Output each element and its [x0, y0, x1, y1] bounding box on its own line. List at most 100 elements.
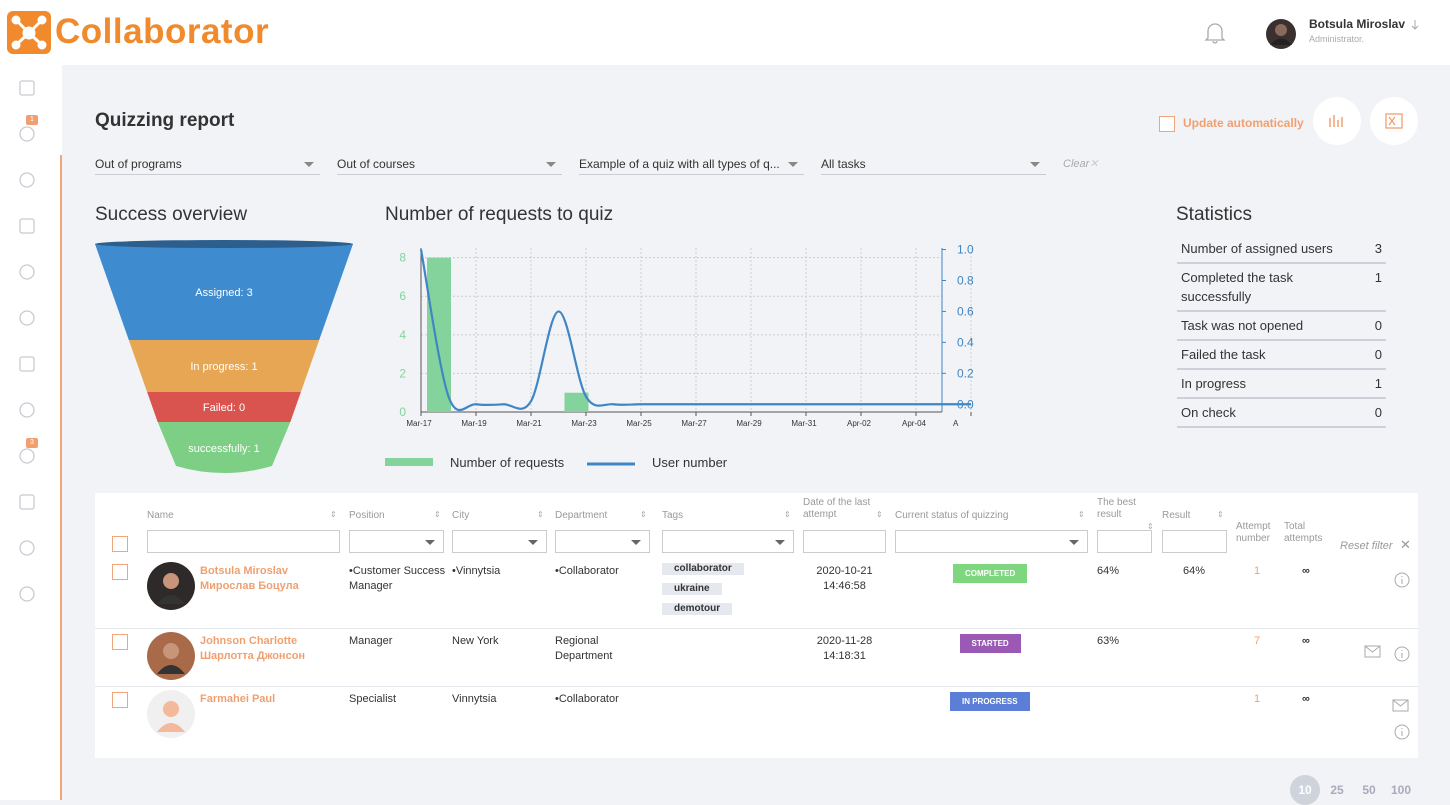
icon-shape	[19, 218, 35, 234]
avatar-body	[157, 665, 185, 674]
y-tick-label: 4	[399, 328, 406, 342]
column-filter[interactable]	[349, 530, 444, 553]
icon-shape	[19, 126, 35, 142]
user-name-ru[interactable]: Мирослав Боцула	[200, 580, 299, 592]
result: 64%	[1183, 565, 1206, 577]
user-name-ru[interactable]: Шарлотта Джонсон	[200, 650, 306, 662]
x-tick-label: Apr-04	[902, 419, 927, 428]
column-header[interactable]: Result	[1162, 510, 1191, 521]
column-header[interactable]: Date of the last attempt	[803, 497, 871, 520]
status-badge: STARTED	[959, 634, 1021, 653]
column-header[interactable]: Total attempts	[1284, 521, 1323, 544]
row-actions	[1394, 572, 1410, 588]
row-checkbox[interactable]	[112, 564, 128, 580]
statistics-value: 3	[1374, 241, 1382, 256]
clear-label[interactable]: Clear	[1063, 158, 1090, 170]
column-filter[interactable]	[1162, 530, 1227, 553]
x-tick-label: Mar-29	[736, 419, 762, 428]
department: •Collaborator	[555, 565, 619, 577]
courses-icon[interactable]	[17, 216, 37, 236]
column-filter[interactable]	[1097, 530, 1152, 553]
user-name[interactable]: Farmahei Paul	[200, 693, 276, 705]
icon-shape	[19, 448, 35, 464]
column-filter[interactable]	[147, 530, 340, 553]
goals-icon[interactable]	[17, 170, 37, 190]
chat-icon[interactable]	[17, 400, 37, 420]
info-button[interactable]	[1394, 572, 1410, 588]
page-size-option[interactable]: 100	[1390, 783, 1412, 797]
analytics-icon[interactable]	[17, 492, 37, 512]
column-header[interactable]: Attempt number	[1236, 521, 1271, 544]
attempt-date: 2020-11-28	[816, 635, 873, 647]
page-size-option[interactable]: 50	[1362, 783, 1376, 797]
row-checkbox[interactable]	[112, 692, 128, 708]
avatar-body	[157, 595, 185, 604]
x-tick-label: Mar-31	[791, 419, 817, 428]
y2-tick-label: 0.8	[957, 273, 974, 287]
header-checkbox[interactable]	[112, 536, 128, 552]
tests-icon[interactable]	[17, 262, 37, 282]
news-icon[interactable]	[17, 354, 37, 374]
page-title: Quizzing report	[95, 110, 235, 131]
reports-icon[interactable]	[17, 78, 37, 98]
column-filter[interactable]	[803, 530, 886, 553]
x-tick-label: Mar-23	[571, 419, 597, 428]
course-filter[interactable]: Out of courses	[337, 157, 562, 175]
attempt-number: 1	[1254, 565, 1261, 577]
clear-filters[interactable]: Clear✕	[1063, 157, 1099, 170]
requests-chart-title: Number of requests to quiz	[385, 204, 614, 225]
sidebar-badge: 3	[26, 438, 38, 448]
sort-icon: ⇕	[434, 510, 441, 519]
column-header[interactable]: Position	[349, 510, 385, 521]
user-avatar	[147, 632, 195, 680]
page-size-option[interactable]: 10	[1290, 775, 1320, 805]
column-header[interactable]: City	[452, 510, 470, 521]
icon-shape	[19, 540, 35, 556]
quizzes-icon[interactable]	[17, 446, 37, 466]
column-header[interactable]: Current status of quizzing	[895, 510, 1009, 521]
auto-update-label[interactable]: Update automatically	[1183, 116, 1304, 130]
user-name[interactable]: Botsula Miroslav	[1309, 17, 1406, 31]
y-tick-label: 6	[399, 289, 406, 303]
column-filter[interactable]	[662, 530, 794, 553]
chart-export-button[interactable]	[1313, 97, 1361, 145]
page-size-option[interactable]: 25	[1330, 783, 1344, 797]
user-name[interactable]: Botsula Miroslav	[200, 565, 289, 577]
column-filter[interactable]	[555, 530, 650, 553]
tag: collaborator	[662, 563, 744, 575]
row-checkbox[interactable]	[112, 634, 128, 650]
column-header[interactable]: Name	[147, 510, 174, 521]
column-header[interactable]: The best result	[1097, 497, 1136, 520]
info-button[interactable]	[1394, 724, 1410, 740]
clear-icon[interactable]: ✕	[1089, 158, 1099, 170]
quiz-filter[interactable]: Example of a quiz with all types of q...	[579, 157, 804, 175]
mail-icon[interactable]	[17, 538, 37, 558]
task-filter[interactable]: All tasks	[821, 157, 1046, 175]
info-button[interactable]	[1394, 646, 1410, 662]
column-header[interactable]: Tags	[662, 510, 684, 521]
auto-update-checkbox[interactable]	[1159, 116, 1175, 132]
notifications-icon[interactable]	[17, 308, 37, 328]
user-menu-arrow[interactable]	[1410, 19, 1420, 31]
program-filter[interactable]: Out of programs	[95, 157, 320, 175]
column-filter[interactable]	[452, 530, 547, 553]
users-table: Name ⇕ Position ⇕ City ⇕ Department ⇕ Tags ⇕ Date …	[95, 493, 1418, 758]
user-avatar[interactable]	[1265, 18, 1297, 50]
settings-icon[interactable]	[17, 584, 37, 604]
user-name[interactable]: Johnson Charlotte	[200, 635, 298, 647]
y-tick-label: 8	[399, 251, 406, 265]
bell-icon[interactable]	[1204, 22, 1226, 44]
attempt-time: 14:46:58	[823, 580, 866, 592]
accent-line	[60, 155, 62, 800]
statistics-row: On check 0	[1177, 399, 1386, 428]
column-filter[interactable]	[895, 530, 1088, 553]
y2-tick-label: 1.0	[957, 243, 974, 257]
excel-export-button[interactable]	[1370, 97, 1418, 145]
mail-button[interactable]	[1392, 699, 1409, 712]
column-header[interactable]: Department	[555, 510, 608, 521]
tasks-icon[interactable]	[17, 124, 37, 144]
reset-filter[interactable]: Reset filter	[1340, 540, 1393, 552]
sort-icon: ⇕	[537, 510, 544, 519]
mail-button[interactable]	[1364, 645, 1381, 658]
total-attempts: ∞	[1302, 635, 1310, 647]
